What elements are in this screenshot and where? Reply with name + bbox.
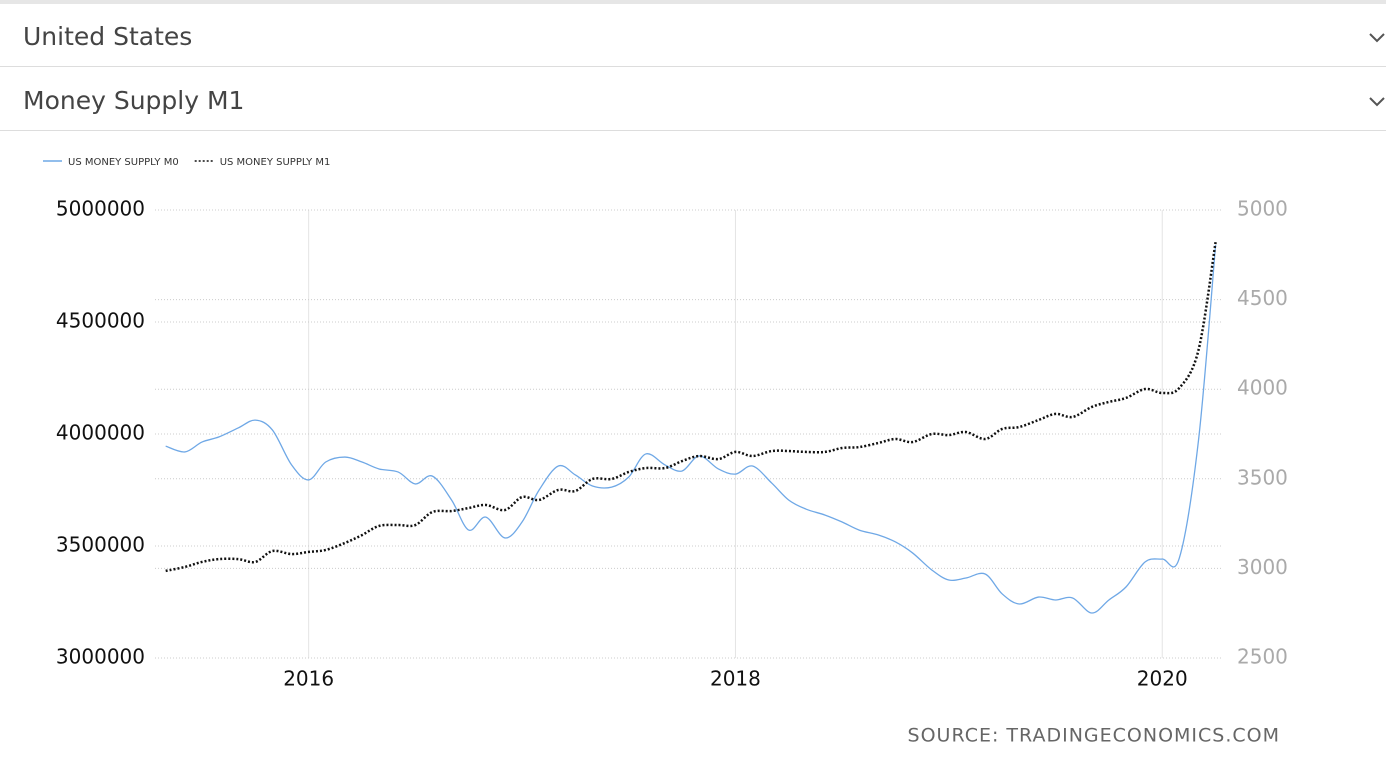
y2-tick-label: 3000 (1237, 555, 1288, 579)
y-tick-label: 3500000 (56, 533, 145, 557)
chevron (1369, 33, 1385, 43)
dropdown-label: Money Supply M1 (23, 86, 245, 115)
source: SOURCE: TRADINGECONOMICS.COM (908, 725, 1280, 747)
y-tick-label: 5000000 (56, 197, 145, 221)
country-dropdown[interactable]: United States (0, 9, 1386, 67)
x-tick-label: 2020 (1137, 667, 1188, 691)
series-line (165, 244, 1217, 614)
y2-tick-label: 5000 (1237, 197, 1288, 221)
y2-tick-label: 4500 (1237, 286, 1288, 310)
y2-tick-label: 4000 (1237, 376, 1288, 400)
legend-label: US MONEY SUPPLY M0 (68, 157, 179, 168)
chevron (1369, 97, 1385, 107)
y-tick-label: 4000000 (56, 421, 145, 445)
x-tick-label: 2018 (710, 667, 761, 691)
y2-tick-label: 3500 (1237, 465, 1288, 489)
legend-label: US MONEY SUPPLY M1 (220, 157, 331, 168)
x-tick-label: 2016 (283, 667, 334, 691)
chart: SOURCE: TRADINGECONOMICS.COM 2016 2018 202… (43, 157, 1288, 747)
y-tick-label: 4500000 (56, 309, 145, 333)
dropdown-label: United States (23, 22, 193, 51)
top-bar (0, 0, 1386, 4)
y-tick-label: 3000000 (56, 645, 145, 669)
indicator-dropdown[interactable]: Money Supply M1 (0, 73, 1386, 131)
series-line (165, 241, 1217, 573)
y2-tick-label: 2500 (1237, 645, 1288, 669)
